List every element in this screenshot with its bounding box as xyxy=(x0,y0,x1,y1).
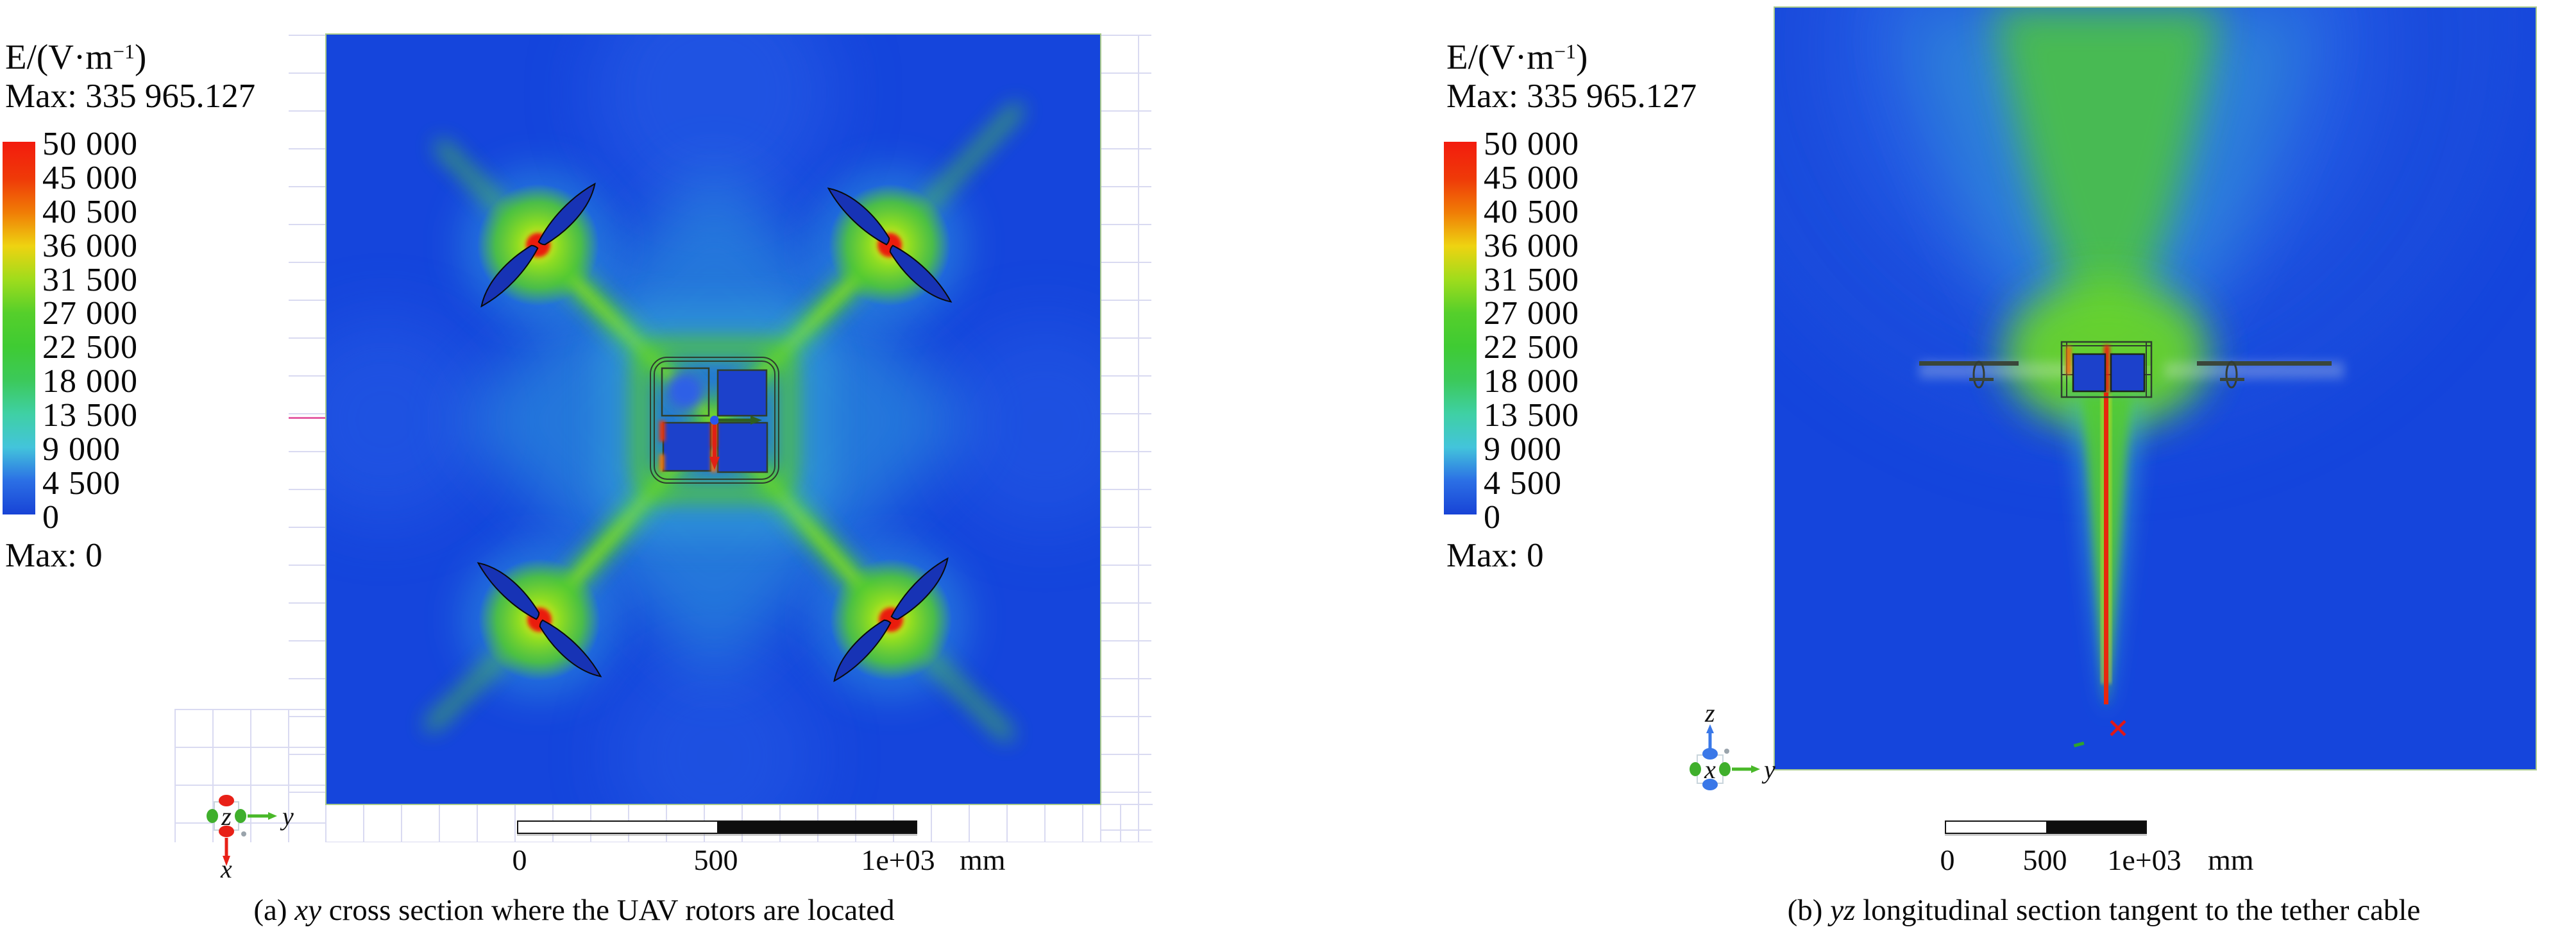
x-axis-label: x xyxy=(1704,755,1716,784)
x-axis-lobe-top xyxy=(1702,748,1718,760)
scale-unit-b: mm xyxy=(2208,844,2254,876)
scale-bar-white-half xyxy=(1946,822,2046,833)
uav-body-a xyxy=(650,357,779,484)
scale-tick-500-b: 500 xyxy=(2022,844,2067,876)
mini-axis-y-arrow xyxy=(718,416,762,425)
triad-pivot-dot xyxy=(1724,749,1729,754)
y-axis-lobe-right xyxy=(1719,762,1731,776)
scale-tick-0-b: 0 xyxy=(1940,844,1955,876)
motor-right xyxy=(2225,361,2238,389)
legend-max-b: Max: 335 965.127 xyxy=(1446,78,1697,115)
scale-tick-500-a: 500 xyxy=(693,844,738,876)
motor-left xyxy=(1972,361,1985,389)
x-axis-lobe-bottom xyxy=(1702,779,1718,790)
triad-pivot-dot xyxy=(241,831,246,837)
tether-field xyxy=(2067,393,2146,717)
axis-marker-line xyxy=(289,417,325,419)
grid-left-strip-a xyxy=(289,35,325,804)
z-axis-label: z xyxy=(221,802,232,831)
legend-title-a: E/(V·m−1) xyxy=(5,37,147,76)
z-axis-dot-top xyxy=(219,795,234,806)
legend-max-a: Max: 335 965.127 xyxy=(5,78,256,115)
body-green-ring xyxy=(631,338,798,502)
colorbar-a xyxy=(3,142,35,514)
z-axis-dot-bottom xyxy=(219,826,234,837)
scale-unit-a: mm xyxy=(960,844,1006,876)
legend-min-b: Max: 0 xyxy=(1446,537,1544,574)
battery-right xyxy=(2110,353,2146,393)
caption-a: (a) xy cross section where the UAV rotor… xyxy=(253,894,895,927)
battery-cell-light xyxy=(666,372,704,411)
field-plot-a xyxy=(325,33,1101,805)
scale-tick-1000-a: 1e+03 xyxy=(861,844,935,876)
y-axis-lobe-right xyxy=(235,809,246,823)
battery-left xyxy=(2072,353,2106,393)
scale-tick-1000-b: 1e+03 xyxy=(2107,844,2182,876)
scale-bar-b xyxy=(1945,820,2147,834)
scale-bar-white-half xyxy=(518,822,717,833)
y-axis-label: y xyxy=(1761,755,1775,784)
light-blue-regions xyxy=(326,35,1100,804)
legend-title-b: E/(V·m−1) xyxy=(1446,37,1588,76)
green-fan xyxy=(1993,8,2220,341)
y-arrow-head xyxy=(268,812,277,820)
z-arrow-head xyxy=(1706,724,1714,733)
scale-bar-black-half xyxy=(717,822,916,833)
superscript: −1 xyxy=(113,40,135,63)
axis-triad-b: z x y xyxy=(1690,699,1775,790)
origin-dot xyxy=(710,416,719,425)
mini-axis-x-arrow xyxy=(709,425,720,470)
hot-spot-center xyxy=(2104,345,2110,393)
grid-bottomleft-a xyxy=(174,709,325,842)
tether-cable-red-core xyxy=(2104,393,2108,704)
scale-bar-black-half xyxy=(2046,822,2146,833)
legend-min-a: Max: 0 xyxy=(5,537,103,574)
x-axis-label: x xyxy=(220,854,232,883)
y-axis-lobe-left xyxy=(1690,762,1701,776)
y-axis-label: y xyxy=(280,802,294,831)
tether-end-markers xyxy=(2073,720,2126,747)
axis-triad-a: z y x xyxy=(207,795,294,883)
body-cyan-ring xyxy=(604,312,826,531)
field-plot-b xyxy=(1774,6,2537,770)
y-axis-lobe-left xyxy=(207,809,218,823)
colorbar-b xyxy=(1444,142,1477,514)
battery-cells xyxy=(661,367,768,473)
z-axis-label: z xyxy=(1704,699,1715,727)
grid-right-strip-a xyxy=(1100,35,1151,842)
scale-bar-a xyxy=(517,820,917,834)
superscript: −1 xyxy=(1554,40,1576,63)
scale-tick-0-a: 0 xyxy=(512,844,527,876)
x-arrow-head xyxy=(223,856,230,866)
colorbar-ticks-b: 50 000 45 000 40 500 36 000 31 500 27 000 22 5… xyxy=(1484,126,1579,536)
hot-spot-left xyxy=(2066,346,2071,375)
colorbar-ticks-a: 50 000 45 000 40 500 36 000 31 500 27 000 22 5… xyxy=(42,126,138,536)
uav-body-b xyxy=(2060,341,2153,398)
y-arrow-head xyxy=(1751,765,1760,773)
caption-b: (b) yz longitudinal section tangent to t… xyxy=(1787,894,2421,927)
